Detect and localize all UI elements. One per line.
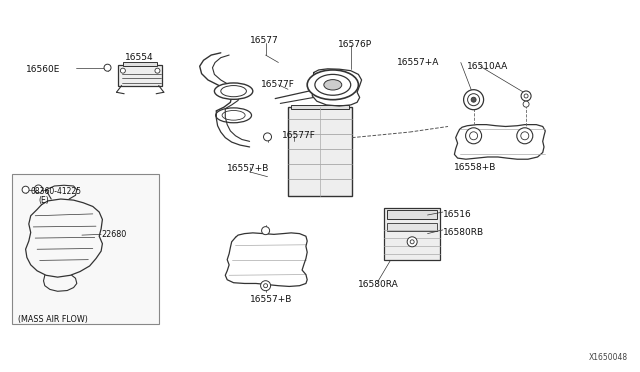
Bar	[387, 210, 437, 219]
Bar	[288, 107, 352, 196]
Circle shape	[468, 94, 479, 106]
Bar	[12, 174, 159, 324]
Circle shape	[35, 185, 42, 193]
Text: X1650048: X1650048	[589, 353, 628, 362]
Circle shape	[22, 186, 29, 193]
Ellipse shape	[307, 70, 358, 100]
Circle shape	[471, 97, 476, 102]
Circle shape	[264, 133, 271, 141]
Ellipse shape	[214, 83, 253, 99]
Text: 16557+B: 16557+B	[250, 295, 292, 304]
Text: 16560E: 16560E	[26, 65, 60, 74]
Text: 16577: 16577	[250, 36, 278, 45]
Circle shape	[524, 94, 528, 98]
Circle shape	[523, 101, 529, 107]
Bar	[123, 62, 157, 66]
Text: 16576P: 16576P	[338, 40, 372, 49]
Circle shape	[470, 132, 477, 140]
Circle shape	[120, 68, 125, 73]
Circle shape	[521, 132, 529, 140]
Text: 16557+A: 16557+A	[397, 58, 439, 67]
Bar	[387, 223, 437, 231]
Text: 16577F: 16577F	[282, 131, 316, 140]
Circle shape	[521, 91, 531, 101]
Circle shape	[407, 237, 417, 247]
Text: 16557+B: 16557+B	[227, 164, 269, 173]
Ellipse shape	[216, 108, 252, 123]
Ellipse shape	[315, 74, 351, 95]
Text: 16554: 16554	[125, 53, 154, 62]
Circle shape	[262, 227, 269, 235]
Circle shape	[410, 240, 414, 244]
Bar	[291, 105, 349, 109]
Text: 16577F: 16577F	[261, 80, 295, 89]
Ellipse shape	[221, 86, 246, 97]
Text: 16580RB: 16580RB	[443, 228, 484, 237]
Circle shape	[463, 90, 484, 110]
Text: 16510AA: 16510AA	[467, 62, 508, 71]
Circle shape	[104, 64, 111, 71]
Text: 08360-41225: 08360-41225	[31, 187, 82, 196]
Circle shape	[264, 284, 268, 288]
Ellipse shape	[324, 80, 342, 90]
Bar	[384, 208, 440, 260]
Text: 16580RA: 16580RA	[358, 280, 399, 289]
Text: 16558+B: 16558+B	[454, 163, 497, 172]
Circle shape	[260, 281, 271, 291]
Text: (E): (E)	[38, 196, 49, 205]
Text: 22680: 22680	[101, 230, 126, 239]
Circle shape	[466, 128, 482, 144]
Bar	[118, 65, 162, 86]
Circle shape	[517, 128, 532, 144]
Circle shape	[155, 68, 160, 73]
Text: (MASS AIR FLOW): (MASS AIR FLOW)	[18, 315, 88, 324]
Ellipse shape	[222, 110, 245, 120]
Text: 16516: 16516	[443, 210, 472, 219]
